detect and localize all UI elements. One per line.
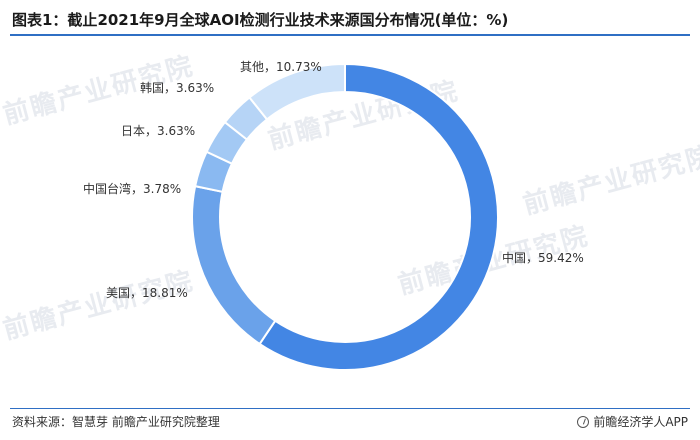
donut-slice-5 [248, 62, 346, 121]
slice-label-3: 日本，3.63% [121, 124, 195, 138]
slice-label-1: 美国，18.81% [106, 286, 188, 300]
credit-text: 前瞻经济学人APP [593, 415, 688, 429]
brand-logo-icon [577, 415, 590, 428]
chart-title: 图表1：截止2021年9月全球AOI检测行业技术来源国分布情况(单位：%) [12, 11, 509, 29]
donut-slice-1 [191, 184, 277, 346]
slice-label-0: 中国，59.42% [502, 250, 584, 265]
donut-slice-0 [258, 62, 499, 371]
slice-label-2: 中国台湾，3.78% [83, 181, 181, 196]
source-note: 资料来源：智慧芽 前瞻产业研究院整理 [12, 415, 220, 429]
slice-label-4: 韩国，3.63% [140, 80, 214, 95]
footer-divider [10, 408, 690, 409]
title-divider [10, 34, 690, 36]
credit: 前瞻经济学人APP [577, 413, 688, 430]
slice-label-5: 其他，10.73% [240, 60, 322, 74]
